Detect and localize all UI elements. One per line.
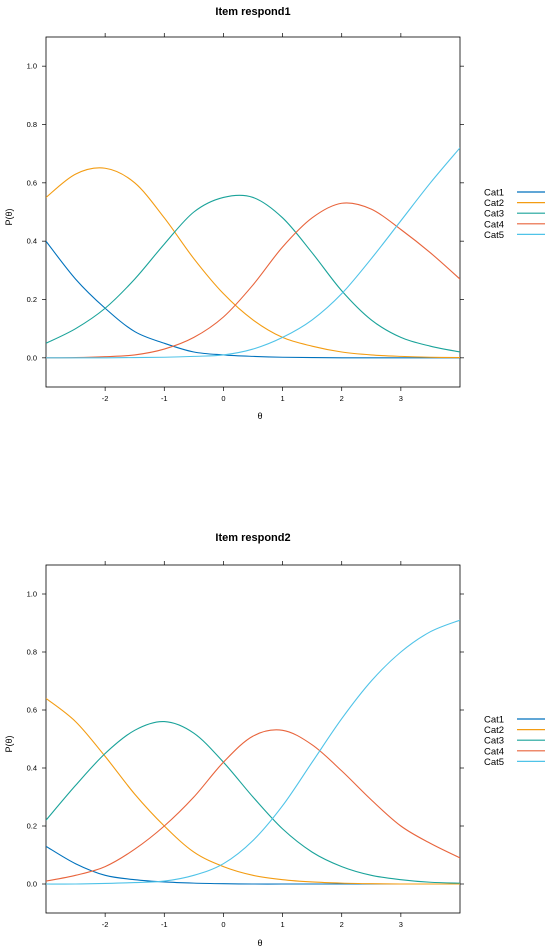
y-tick-label: 0.4 [27, 764, 37, 773]
chart-title: Item respond2 [215, 532, 290, 544]
x-tick-label: -2 [102, 394, 109, 403]
legend-label-cat5: Cat5 [484, 757, 504, 768]
series-line-cat3 [46, 194, 460, 353]
y-tick-label: 0.6 [27, 178, 37, 187]
y-tick-label: 0.2 [27, 822, 37, 831]
y-axis-label: P(θ) [4, 208, 14, 225]
y-tick-label: 0.0 [27, 353, 37, 362]
y-tick-label: 1.0 [27, 590, 37, 599]
legend-label-cat3: Cat3 [484, 736, 504, 747]
series-line-cat4 [46, 202, 460, 359]
legend-label-cat4: Cat4 [484, 219, 504, 230]
y-axis-label: P(θ) [4, 735, 14, 752]
x-tick-label: 1 [280, 394, 284, 403]
series-line-cat3 [46, 721, 460, 884]
y-tick-label: 0.8 [27, 648, 37, 657]
plot-frame [45, 564, 461, 914]
y-tick-label: 0.8 [27, 120, 37, 129]
series-line-cat5 [46, 147, 460, 359]
legend-label-cat2: Cat2 [484, 198, 504, 209]
legend-label-cat2: Cat2 [484, 725, 504, 736]
series-line-cat4 [46, 729, 460, 882]
legend-label-cat5: Cat5 [484, 230, 504, 241]
y-tick-label: 0.4 [27, 237, 37, 246]
y-tick-label: 1.0 [27, 62, 37, 71]
legend-label-cat1: Cat1 [484, 715, 504, 726]
x-tick-label: 2 [340, 394, 344, 403]
x-axis-label: θ [257, 411, 262, 421]
legend-label-cat4: Cat4 [484, 746, 504, 757]
chart-panel-2: Item respond2 -2 -1 0 1 2 3 0.0 0.2 0.4 0.6 0.8 1.0 θ… [4, 532, 545, 948]
series-line-cat5 [46, 619, 460, 885]
x-axis-label: θ [257, 938, 262, 948]
legend-label-cat3: Cat3 [484, 209, 504, 220]
x-tick-label: -1 [161, 394, 168, 403]
x-tick-label: 0 [221, 920, 225, 929]
y-tick-label: 0.6 [27, 706, 37, 715]
x-tick-label: 3 [399, 394, 403, 403]
series-line-cat1 [46, 240, 460, 359]
legend-label-cat1: Cat1 [484, 188, 504, 199]
x-tick-label: 3 [399, 920, 403, 929]
y-tick-label: 0.0 [27, 880, 37, 889]
chart-panel-1: Item respond1 -2 -1 0 1 2 3 0.0 0.2 0.4 0.6 0.8 1.0 θ… [4, 6, 545, 421]
x-tick-label: -2 [102, 920, 109, 929]
x-tick-label: 1 [280, 920, 284, 929]
series-line-cat2 [46, 697, 460, 885]
series-line-cat2 [46, 167, 460, 359]
x-tick-label: -1 [161, 920, 168, 929]
x-tick-label: 0 [221, 394, 225, 403]
plot-frame [45, 36, 461, 388]
chart-title: Item respond1 [215, 6, 290, 18]
x-tick-label: 2 [340, 920, 344, 929]
y-tick-label: 0.2 [27, 295, 37, 304]
